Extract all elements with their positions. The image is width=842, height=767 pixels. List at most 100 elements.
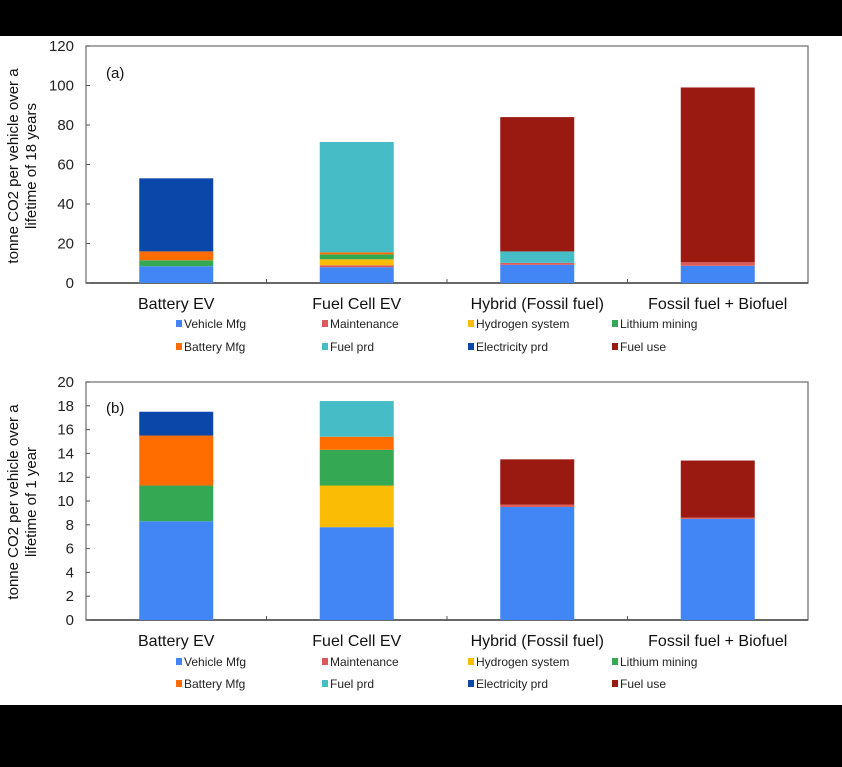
legend-label: Battery Mfg xyxy=(184,677,245,691)
legend-label: Hydrogen system xyxy=(476,655,569,669)
category-label: Fuel Cell EV xyxy=(312,633,401,650)
legend-swatch xyxy=(468,658,474,665)
legend-label: Vehicle Mfg xyxy=(184,317,246,331)
bar-segment-maintenance xyxy=(680,262,755,266)
legend-swatch xyxy=(176,343,182,350)
legend-swatch xyxy=(468,680,474,687)
bar-segment-battery-mfg xyxy=(319,436,394,450)
bar-segment-vehicle-mfg xyxy=(319,267,394,283)
bar-segment-vehicle-mfg xyxy=(500,506,575,620)
legend-swatch xyxy=(322,320,328,327)
legend-swatch xyxy=(468,343,474,350)
legend-swatch xyxy=(612,343,618,350)
legend-label: Hydrogen system xyxy=(476,317,569,331)
y-tick-label: 100 xyxy=(49,78,74,95)
category-label: Battery EV xyxy=(138,296,215,313)
legend: Vehicle Mfg Maintenance Hydrogen system Lit… xyxy=(176,655,697,691)
bar-segment-fuel-use xyxy=(680,87,755,263)
bar-segment-maintenance xyxy=(500,504,575,507)
bar-segment-maintenance xyxy=(319,265,394,268)
bar-segment-electricity-prd xyxy=(139,411,214,436)
bar-segment-lithium-mining xyxy=(319,254,394,260)
bar-segment-battery-mfg xyxy=(139,251,214,261)
y-tick-label: 8 xyxy=(66,517,74,534)
bar-segment-vehicle-mfg xyxy=(319,527,394,620)
chart-panel-b: 0 2 4 6 8 10 12 14 16 18 20 tonne CO2 per vehicle o… xyxy=(5,374,809,691)
category-label: Fuel Cell EV xyxy=(312,296,401,313)
category-label: Fossil fuel + Biofuel xyxy=(648,296,787,313)
bar-segment-lithium-mining xyxy=(139,260,214,267)
y-tick-label: 12 xyxy=(57,469,74,486)
legend-label: Electricity prd xyxy=(476,340,548,354)
legend-label: Maintenance xyxy=(330,655,399,669)
legend-swatch xyxy=(322,680,328,687)
bar-segment-lithium-mining xyxy=(319,449,394,486)
legend-label: Fuel prd xyxy=(330,340,374,354)
bar-segment-maintenance xyxy=(500,262,575,265)
y-tick-label: 120 xyxy=(49,38,74,55)
legend-label: Battery Mfg xyxy=(184,340,245,354)
y-tick-label: 4 xyxy=(66,564,74,581)
y-tick-label: 80 xyxy=(57,117,74,134)
bar-segment-hydrogen-system xyxy=(319,259,394,266)
y-tick-label: 18 xyxy=(57,398,74,415)
y-tick-label: 2 xyxy=(66,588,74,605)
bar-segment-vehicle-mfg xyxy=(680,265,755,283)
panel-label: (a) xyxy=(106,65,124,82)
legend-swatch xyxy=(612,320,618,327)
legend-label: Maintenance xyxy=(330,317,399,331)
bar-segment-fuel-prd xyxy=(500,251,575,263)
y-tick-label: 0 xyxy=(66,612,74,629)
category-label: Battery EV xyxy=(138,633,215,650)
bar-segment-fuel-prd xyxy=(319,141,394,253)
y-tick-label: 20 xyxy=(57,236,74,253)
legend-swatch xyxy=(322,343,328,350)
legend-swatch xyxy=(322,658,328,665)
legend-swatch xyxy=(176,680,182,687)
legend-swatch xyxy=(612,658,618,665)
bar-segment-hydrogen-system xyxy=(319,485,394,528)
y-axis-label: tonne CO2 per vehicle over a xyxy=(5,68,22,264)
legend-label: Vehicle Mfg xyxy=(184,655,246,669)
y-tick-label: 0 xyxy=(66,275,74,292)
bar-segment-vehicle-mfg xyxy=(139,521,214,620)
y-tick-label: 14 xyxy=(57,445,74,462)
legend-swatch xyxy=(176,658,182,665)
bar-segment-vehicle-mfg xyxy=(500,264,575,283)
bar-segment-fuel-use xyxy=(680,460,755,518)
y-tick-label: 6 xyxy=(66,541,74,558)
legend-label: Fuel use xyxy=(620,340,666,354)
y-tick-label: 20 xyxy=(57,374,74,391)
category-label: Hybrid (Fossil fuel) xyxy=(471,296,604,313)
bar-segment-vehicle-mfg xyxy=(680,518,755,620)
legend-label: Lithium mining xyxy=(620,655,697,669)
figure-canvas: 0 20 40 60 80 100 120 tonne CO2 per vehicle ove… xyxy=(0,36,842,705)
y-axis-label: lifetime of 1 year xyxy=(23,447,40,557)
legend-swatch xyxy=(612,680,618,687)
panel-label: (b) xyxy=(106,400,124,417)
bar-segment-lithium-mining xyxy=(139,485,214,522)
legend-label: Fuel use xyxy=(620,677,666,691)
bar-segment-battery-mfg xyxy=(319,252,394,255)
bar-segment-fuel-use xyxy=(500,459,575,505)
category-label: Fossil fuel + Biofuel xyxy=(648,633,787,650)
bar-segment-electricity-prd xyxy=(139,178,214,252)
y-tick-label: 16 xyxy=(57,422,74,439)
legend-swatch xyxy=(468,320,474,327)
legend-label: Fuel prd xyxy=(330,677,374,691)
legend-label: Electricity prd xyxy=(476,677,548,691)
legend: Vehicle Mfg Maintenance Hydrogen system Lit… xyxy=(176,317,697,354)
y-tick-label: 60 xyxy=(57,157,74,174)
y-axis-label: lifetime of 18 years xyxy=(23,103,40,229)
category-label: Hybrid (Fossil fuel) xyxy=(471,633,604,650)
bar-segment-vehicle-mfg xyxy=(139,266,214,283)
bar-segment-maintenance xyxy=(680,517,755,519)
bar-segment-fuel-prd xyxy=(319,401,394,437)
bar-segment-fuel-use xyxy=(500,117,575,252)
y-axis-label: tonne CO2 per vehicle over a xyxy=(5,404,22,600)
chart-panel-a: 0 20 40 60 80 100 120 tonne CO2 per vehicle ove… xyxy=(5,38,809,354)
y-tick-label: 40 xyxy=(57,196,74,213)
legend-swatch xyxy=(176,320,182,327)
bar-segment-battery-mfg xyxy=(139,435,214,486)
